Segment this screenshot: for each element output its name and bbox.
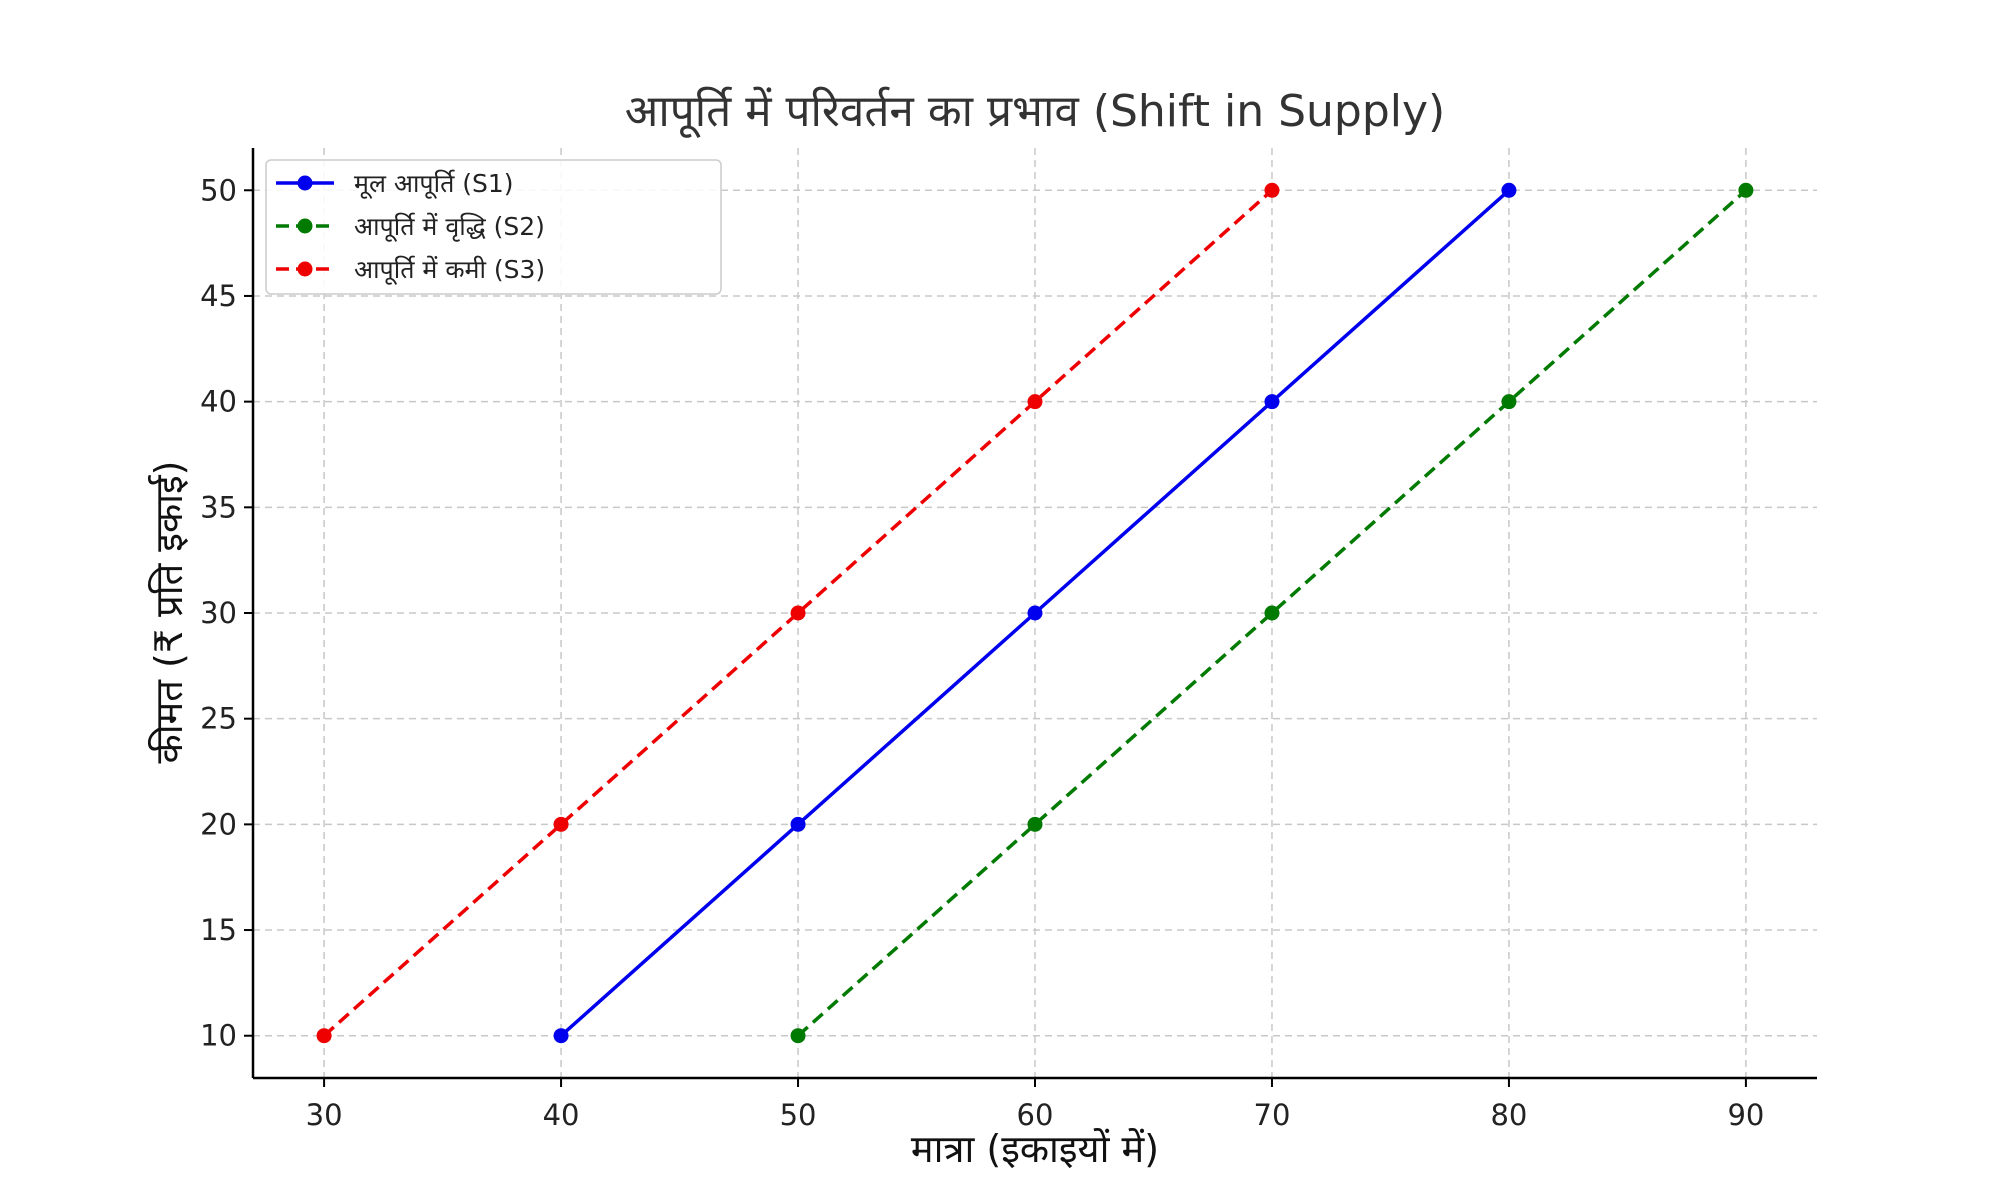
series-1 (553, 182, 1517, 1044)
y-tick-label: 35 (200, 490, 237, 524)
legend-label: मूल आपूर्ति (S1) (354, 169, 514, 199)
data-point (1501, 182, 1517, 198)
legend-frame (265, 159, 722, 295)
legend-entry: मूल आपूर्ति (S1) (276, 169, 514, 199)
data-point (790, 605, 806, 621)
data-point (1264, 605, 1280, 621)
data-point (553, 816, 569, 832)
x-axis-label: मात्रा (इकाइयों में) (911, 1127, 1159, 1171)
y-axis-label: कीमत (₹ प्रति इकाई) (147, 461, 191, 764)
y-tick-label: 30 (200, 596, 237, 630)
x-tick-label: 90 (1727, 1098, 1764, 1132)
legend: मूल आपूर्ति (S1) आपूर्ति में वृद्धि (S2) आ… (265, 159, 722, 295)
legend-label: आपूर्ति में वृद्धि (S2) (354, 212, 545, 242)
axes: 30 40 50 60 70 80 90 10 15 20 25 30 35 40 45 50 (200, 148, 1817, 1132)
series-layer (316, 182, 1754, 1044)
data-point (1027, 394, 1043, 410)
legend-entry: आपूर्ति में वृद्धि (S2) (276, 212, 545, 242)
legend-marker (297, 175, 313, 191)
series-line (796, 188, 1748, 1038)
data-point (1501, 394, 1517, 410)
y-tick-label: 45 (200, 279, 237, 313)
y-tick-label: 10 (200, 1019, 237, 1053)
x-tick-label: 80 (1490, 1098, 1527, 1132)
legend-marker (297, 218, 313, 234)
x-tick-label: 60 (1017, 1098, 1054, 1132)
data-point (790, 1028, 806, 1044)
data-point (1027, 816, 1043, 832)
data-point (790, 816, 806, 832)
series-2 (790, 182, 1754, 1044)
x-tick-label: 50 (780, 1098, 817, 1132)
legend-marker (297, 261, 313, 277)
y-tick-label: 25 (200, 702, 237, 736)
y-tick-label: 40 (200, 385, 237, 419)
series-3 (316, 182, 1280, 1044)
data-point (1264, 394, 1280, 410)
legend-label: आपूर्ति में कमी (S3) (354, 255, 545, 285)
legend-entry: आपूर्ति में कमी (S3) (276, 255, 545, 285)
x-tick-label: 40 (543, 1098, 580, 1132)
data-point (316, 1028, 332, 1044)
series-line (322, 188, 1274, 1038)
data-point (1264, 182, 1280, 198)
y-tick-label: 20 (200, 807, 237, 841)
y-tick-label: 15 (200, 913, 237, 947)
data-point (553, 1028, 569, 1044)
y-tick-label: 50 (200, 173, 237, 207)
x-tick-label: 30 (306, 1098, 343, 1132)
chart-title: आपूर्ति में परिवर्तन का प्रभाव (Shift in… (625, 86, 1445, 139)
data-point (1738, 182, 1754, 198)
x-tick-label: 70 (1254, 1098, 1291, 1132)
data-point (1027, 605, 1043, 621)
